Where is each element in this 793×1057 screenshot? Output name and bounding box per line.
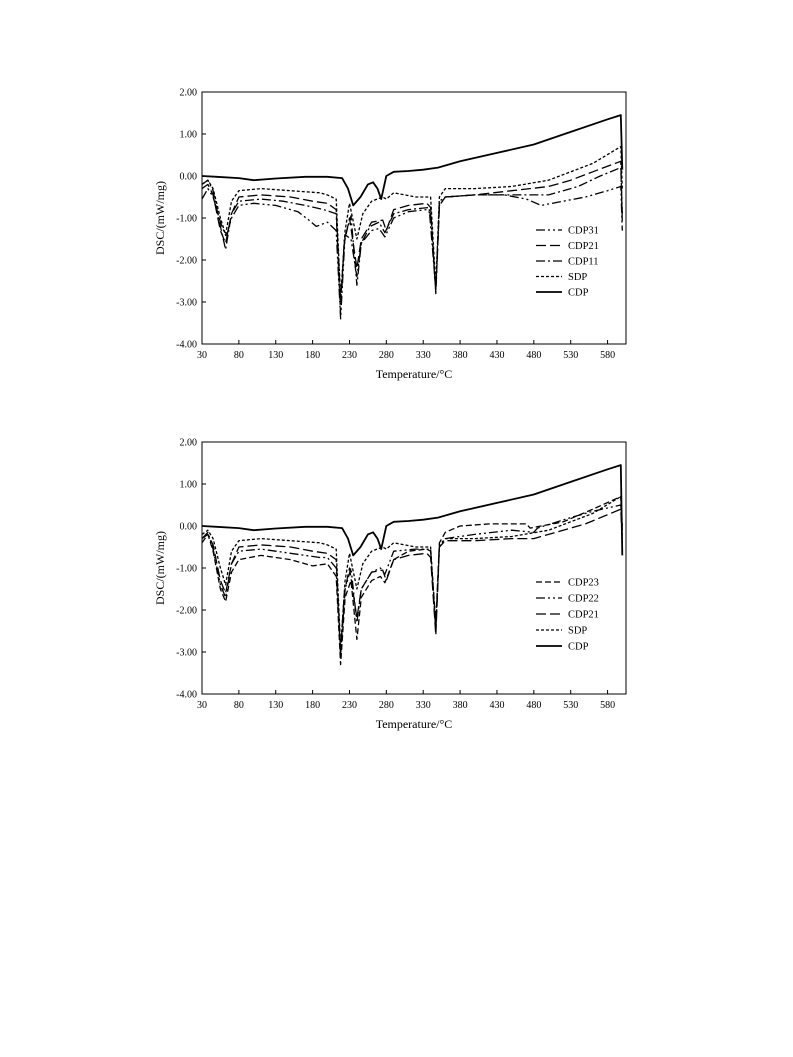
x-tick-label: 330 (416, 350, 431, 361)
y-axis-label: DSC/(mW/mg) (153, 181, 167, 255)
x-tick-label: 330 (416, 700, 431, 711)
legend-label-sdp: SDP (568, 626, 587, 637)
y-tick-label: -2.00 (176, 256, 197, 267)
x-tick-label: 130 (268, 700, 283, 711)
x-tick-label: 530 (563, 700, 578, 711)
series-line-cdp22 (202, 504, 623, 657)
legend-label-sdp: SDP (568, 272, 587, 283)
x-tick-label: 430 (489, 350, 504, 361)
x-tick-label: 280 (379, 350, 394, 361)
legend: CDP31 CDP21 CDP11 SDP CDP (536, 226, 599, 299)
x-tick-label: 430 (489, 700, 504, 711)
x-tick-label: 30 (197, 700, 207, 711)
y-tick-label: -2.00 (176, 606, 197, 617)
legend-label-cdp22: CDP22 (568, 594, 599, 605)
x-tick-label: 580 (600, 350, 615, 361)
x-tick-label: 380 (453, 700, 468, 711)
x-axis-label: Temperature/°C (376, 367, 453, 381)
dsc-chart-bottom: 2.00 1.00 0.00 -1.00 -2.00 -3.00 -4.00 30 80 130 1… (152, 432, 632, 742)
y-tick-label: -4.00 (176, 690, 197, 701)
y-tick-label: 1.00 (180, 130, 198, 141)
legend-label-cdp21: CDP21 (568, 241, 599, 252)
y-tick-label: 0.00 (180, 172, 198, 183)
legend-label-cdp: CDP (568, 642, 589, 653)
legend-label-cdp23: CDP23 (568, 578, 599, 589)
legend-label-cdp31: CDP31 (568, 226, 599, 237)
y-tick-label: -3.00 (176, 298, 197, 309)
series-line-cdp21 (202, 508, 623, 653)
y-tick-label: -4.00 (176, 340, 197, 351)
x-tick-label: 180 (305, 350, 320, 361)
y-tick-label: 0.00 (180, 522, 198, 533)
x-tick-label: 280 (379, 700, 394, 711)
legend: CDP23 CDP22 CDP21 SDP CDP (536, 578, 599, 653)
plot-frame (201, 441, 627, 695)
x-tick-label: 530 (563, 350, 578, 361)
x-tick-label: 380 (453, 350, 468, 361)
x-tick-label: 80 (234, 700, 244, 711)
x-axis-label: Temperature/°C (376, 717, 453, 731)
x-tick-label: 130 (268, 350, 283, 361)
y-tick-label: 1.00 (180, 480, 198, 491)
series-line-cdp11 (202, 166, 623, 316)
series-line-cdp23 (202, 495, 623, 666)
y-axis-label: DSC/(mW/mg) (153, 531, 167, 605)
legend-label-cdp21: CDP21 (568, 610, 599, 621)
x-tick-label: 180 (305, 700, 320, 711)
legend-label-cdp11: CDP11 (568, 257, 599, 268)
x-tick-label: 230 (342, 350, 357, 361)
dsc-chart-top: 2.00 1.00 0.00 -1.00 -2.00 -3.00 -4.00 30 80 130 1… (152, 82, 632, 392)
y-tick-label: -1.00 (176, 214, 197, 225)
y-tick-label: -1.00 (176, 564, 197, 575)
plot-frame (201, 91, 627, 345)
series-line-cdp21 (202, 160, 623, 303)
series-line-cdp (202, 464, 624, 557)
x-tick-label: 230 (342, 700, 357, 711)
y-tick-label: 2.00 (180, 438, 198, 449)
series-line-sdp (202, 495, 623, 649)
x-tick-label: 30 (197, 350, 207, 361)
series-line-sdp (202, 145, 623, 299)
x-tick-label: 80 (234, 350, 244, 361)
x-tick-label: 580 (600, 700, 615, 711)
series-line-cdp (202, 114, 624, 207)
series-line-cdp31 (202, 185, 623, 320)
y-tick-label: 2.00 (180, 88, 198, 99)
y-tick-label: -3.00 (176, 648, 197, 659)
legend-label-cdp: CDP (568, 288, 589, 299)
x-tick-label: 480 (526, 350, 541, 361)
x-tick-label: 480 (526, 700, 541, 711)
